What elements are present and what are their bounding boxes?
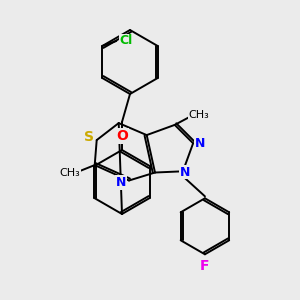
Text: N: N — [116, 176, 126, 189]
Text: O: O — [116, 129, 128, 143]
Text: S: S — [84, 130, 94, 144]
Text: N: N — [180, 166, 190, 179]
Text: CH₃: CH₃ — [188, 110, 209, 120]
Text: N: N — [195, 137, 205, 150]
Text: Cl: Cl — [120, 34, 133, 47]
Text: CH₃: CH₃ — [59, 168, 80, 178]
Text: F: F — [200, 259, 210, 273]
